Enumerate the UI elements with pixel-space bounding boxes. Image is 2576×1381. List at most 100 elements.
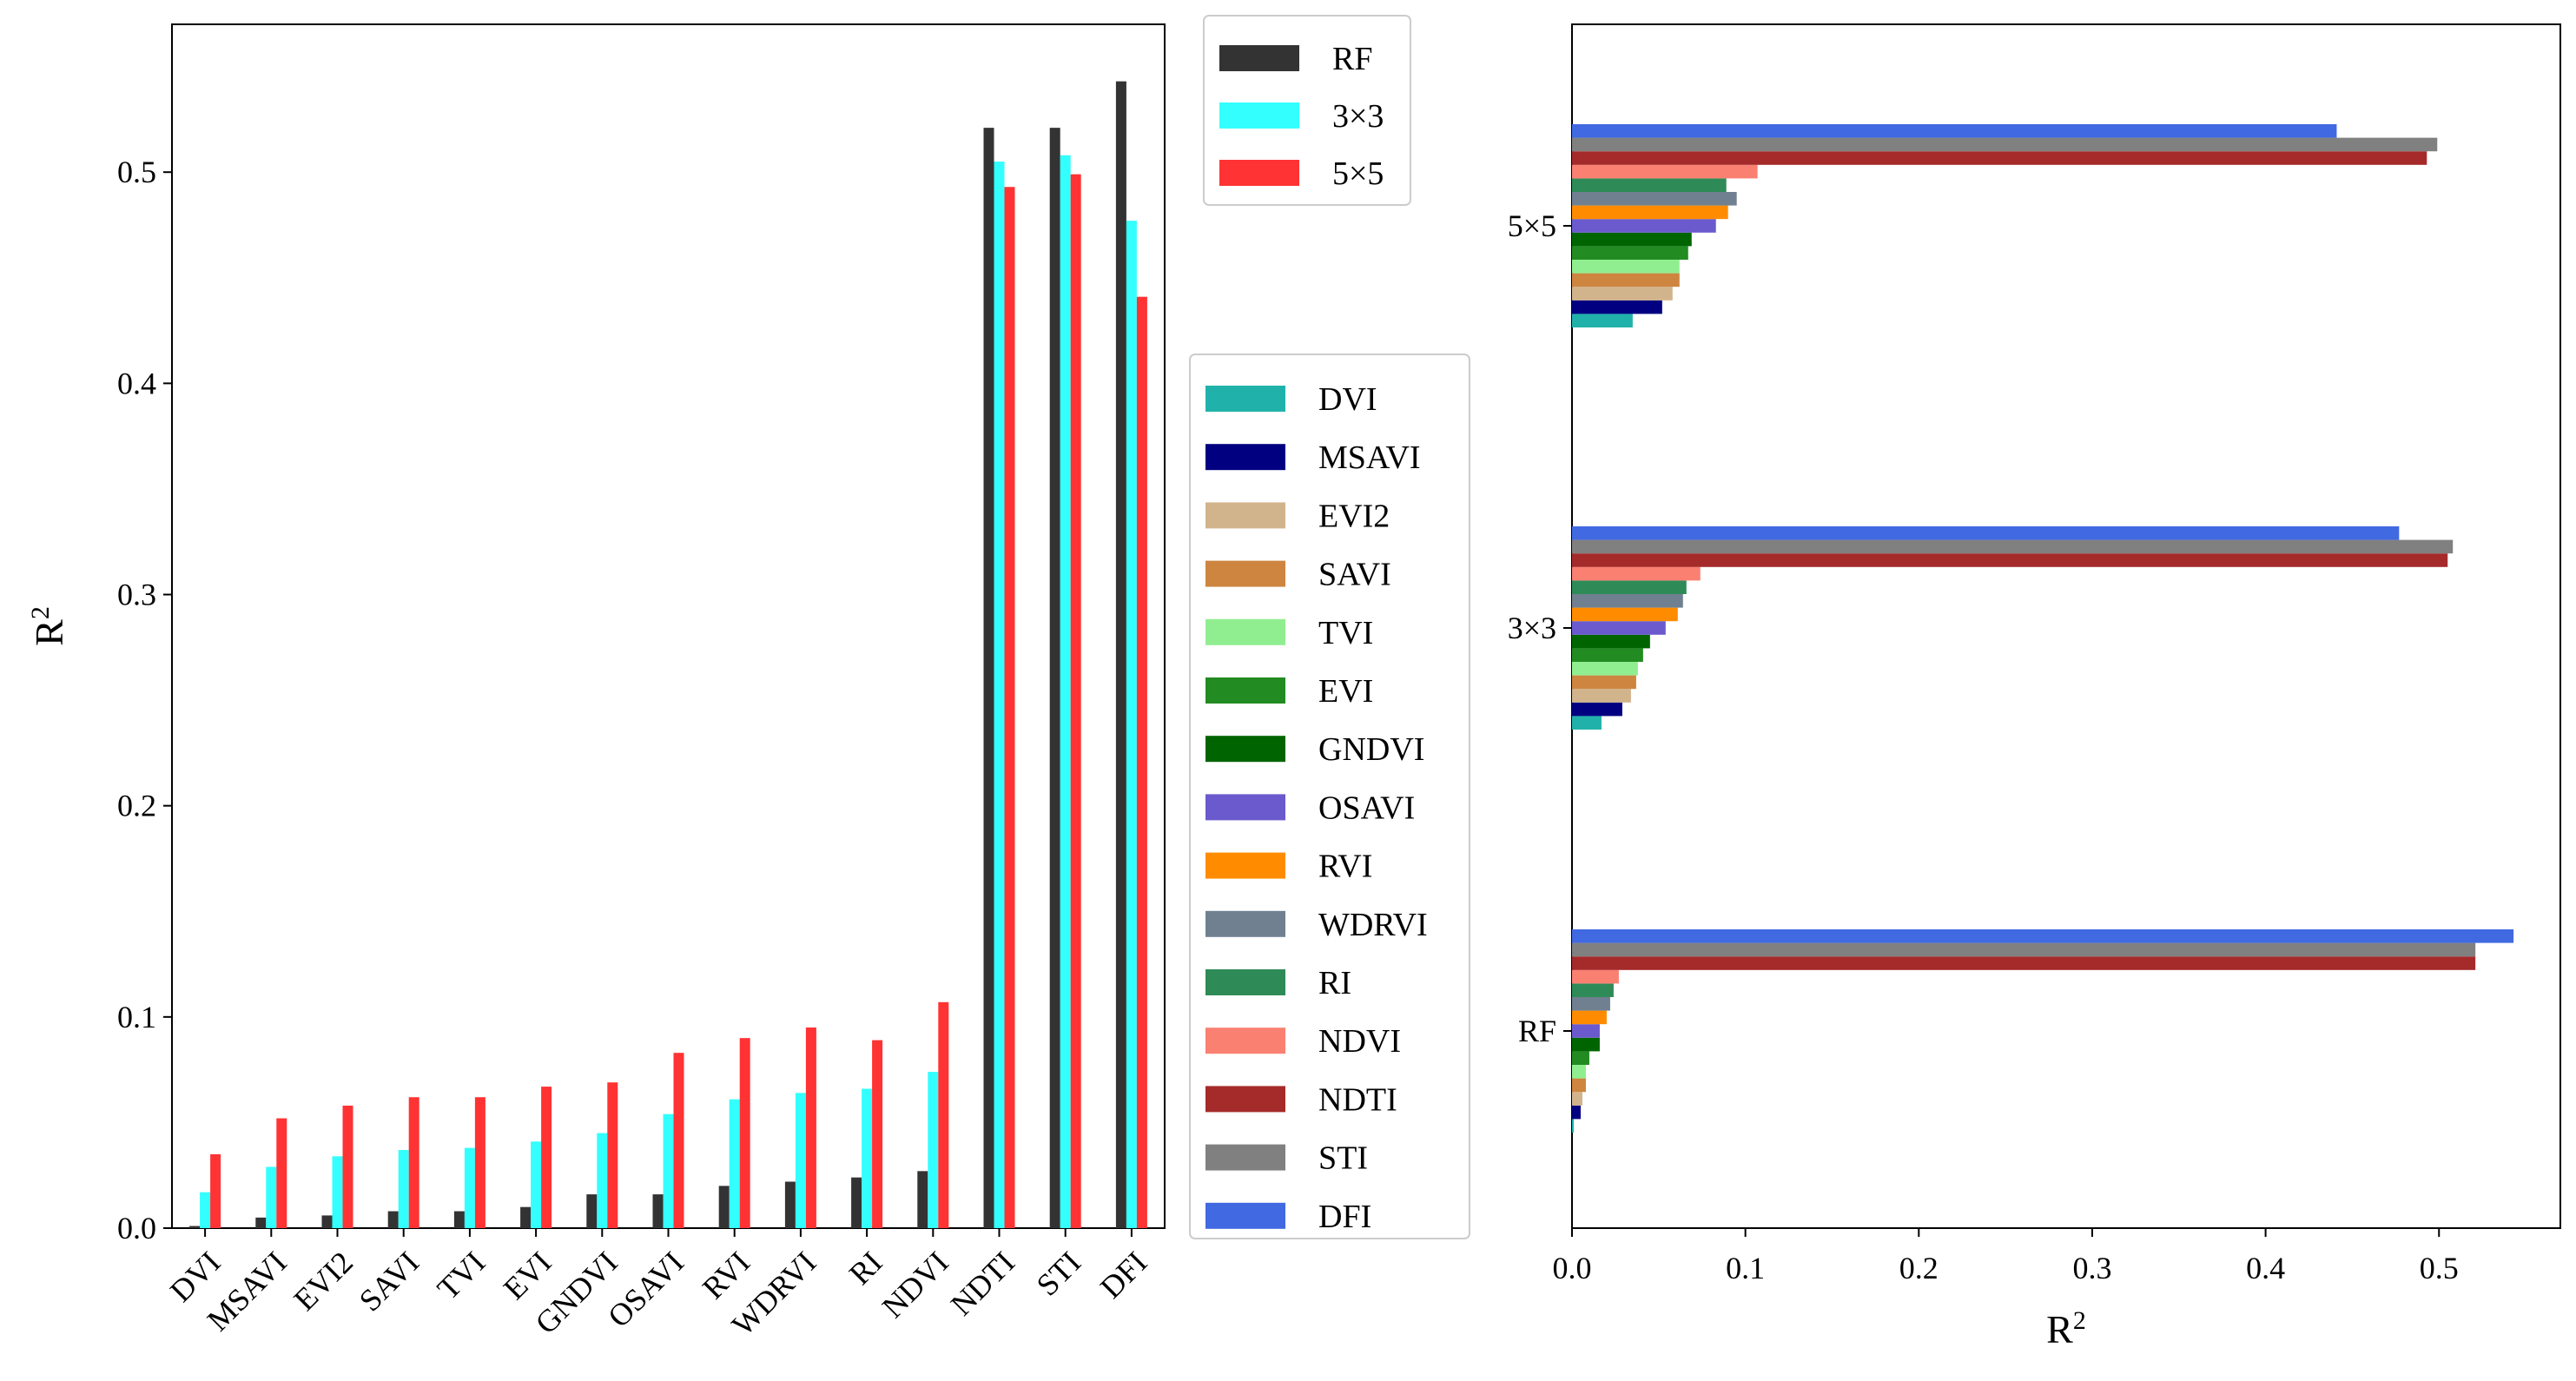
bar-savi-5x5 [408, 1097, 419, 1228]
x-tick-label-savi: SAVI [353, 1245, 426, 1318]
right-bar-chart: 0.0 0.1 0.2 0.3 0.4 0.5 R2 RF 3×3 5×5 [1508, 23, 2561, 1351]
legend-label-ndvi: NDVI [1318, 1023, 1401, 1060]
bar-sti-5x5 [1070, 174, 1081, 1229]
bar-3x3-tvi [1572, 662, 1638, 676]
bar-rf-evi [1572, 1051, 1589, 1065]
bar-3x3-rvi [1572, 607, 1678, 622]
bar-dfi-rf [1115, 81, 1126, 1229]
legend-swatch-dfi [1205, 1202, 1285, 1229]
bar-5x5-gndvi [1572, 232, 1692, 247]
bar-rf-dvi [1572, 1119, 1574, 1133]
bar-5x5-dfi [1572, 124, 2337, 138]
bar-ri-3x3 [862, 1088, 873, 1228]
bar-3x3-sti [1572, 539, 2454, 554]
bar-evi-5x5 [541, 1087, 552, 1228]
legend-swatch-savi [1205, 560, 1285, 587]
bar-3x3-evi2 [1572, 689, 1631, 703]
bar-3x3-osavi [1572, 621, 1666, 635]
y-axis-title-base: R [27, 619, 71, 646]
bar-evi2-5x5 [342, 1105, 353, 1228]
y-tick-label: 0.4 [117, 366, 156, 400]
bar-ndti-rf [983, 128, 994, 1229]
bar-gndvi-5x5 [607, 1082, 618, 1228]
x-tick-label: 0.0 [1553, 1251, 1592, 1285]
legend-label-dvi: DVI [1318, 381, 1377, 418]
y-tick-label-rf: RF [1518, 1014, 1556, 1048]
bar-evi2-rf [321, 1215, 333, 1228]
bar-msavi-3x3 [266, 1166, 277, 1228]
legend-label-ri: RI [1318, 965, 1351, 1001]
x-axis-title-base: R [2046, 1307, 2073, 1351]
bar-dfi-3x3 [1126, 221, 1137, 1228]
bar-sti-rf [1049, 128, 1060, 1229]
bar-ndvi-3x3 [928, 1072, 939, 1228]
legend-label-evi: EVI [1318, 673, 1373, 710]
bar-dvi-rf [189, 1226, 201, 1228]
bar-3x3-ndvi [1572, 566, 1701, 581]
bar-5x5-savi [1572, 273, 1680, 287]
y-tick-label-5x5: 5×5 [1508, 208, 1556, 243]
legend-swatch-ndvi [1205, 1027, 1285, 1054]
y-tick-label: 0.3 [117, 578, 156, 612]
bar-savi-3x3 [398, 1150, 409, 1228]
legend-label-ndti: NDTI [1318, 1081, 1397, 1118]
bar-wdrvi-3x3 [795, 1093, 806, 1228]
legend-label-gndvi: GNDVI [1318, 731, 1424, 768]
legend-label-msavi: MSAVI [1318, 439, 1421, 476]
legend-swatch-tvi [1205, 618, 1285, 645]
x-axis-title-sup: 2 [2073, 1306, 2086, 1335]
bar-5x5-ndti [1572, 151, 2427, 165]
legend-swatch-sti [1205, 1144, 1285, 1171]
legend-label-5x5: 5×5 [1332, 155, 1384, 192]
bar-rf-savi [1572, 1078, 1586, 1093]
bar-3x3-ri [1572, 580, 1687, 594]
y-tick-label: 0.0 [117, 1211, 156, 1246]
legend-label-wdrvi: WDRVI [1318, 907, 1428, 943]
x-tick-label: 0.5 [2420, 1251, 2459, 1285]
legend-swatch-dvi [1205, 386, 1285, 412]
x-tick-label-ndti: NDTI [944, 1245, 1021, 1322]
legend-swatch-ri [1205, 969, 1285, 995]
bar-rvi-5x5 [739, 1038, 750, 1228]
x-tick-label: 0.1 [1726, 1251, 1765, 1285]
bar-5x5-evi [1572, 246, 1688, 260]
legend-label-osavi: OSAVI [1318, 790, 1415, 826]
bar-rf-msavi [1572, 1105, 1581, 1120]
bar-5x5-tvi [1572, 260, 1680, 274]
bar-savi-rf [387, 1211, 399, 1228]
x-tick-label-evi2: EVI2 [287, 1245, 360, 1317]
bar-rf-tvi [1572, 1065, 1586, 1079]
bar-osavi-5x5 [673, 1053, 684, 1228]
legend-swatch-osavi [1205, 794, 1285, 821]
bar-rf-wdrvi [1572, 997, 1610, 1011]
bar-rf-ri [1572, 983, 1614, 997]
bar-rvi-rf [718, 1186, 730, 1228]
bar-tvi-rf [453, 1211, 465, 1228]
x-axis-title: R2 [2046, 1306, 2086, 1351]
bar-dvi-3x3 [200, 1192, 211, 1228]
bar-rf-evi2 [1572, 1092, 1582, 1106]
bar-ndti-5x5 [1004, 187, 1015, 1229]
x-tick-label: 0.4 [2246, 1251, 2285, 1285]
bar-msavi-rf [255, 1217, 267, 1228]
legend-label-rf: RF [1332, 41, 1372, 77]
bar-3x3-dvi [1572, 716, 1602, 730]
legend-swatch-evi [1205, 677, 1285, 704]
legend-swatch-wdrvi [1205, 910, 1285, 937]
bar-evi-3x3 [531, 1141, 542, 1228]
bar-3x3-savi [1572, 675, 1636, 690]
bar-5x5-evi2 [1572, 287, 1673, 301]
bar-3x3-evi [1572, 648, 1643, 662]
bar-dfi-5x5 [1136, 296, 1147, 1228]
bar-3x3-msavi [1572, 702, 1622, 717]
bar-3x3-dfi [1572, 526, 2400, 540]
x-tick-label: 0.3 [2072, 1251, 2111, 1285]
bar-osavi-3x3 [663, 1113, 674, 1228]
bar-ndvi-5x5 [938, 1001, 949, 1228]
legend-swatch-rvi [1205, 852, 1285, 879]
bar-rf-ndti [1572, 956, 2476, 970]
x-tick-label-osavi: OSAVI [601, 1245, 690, 1334]
x-tick-label-ri: RI [842, 1245, 889, 1292]
x-tick-label-tvi: TVI [431, 1245, 492, 1306]
